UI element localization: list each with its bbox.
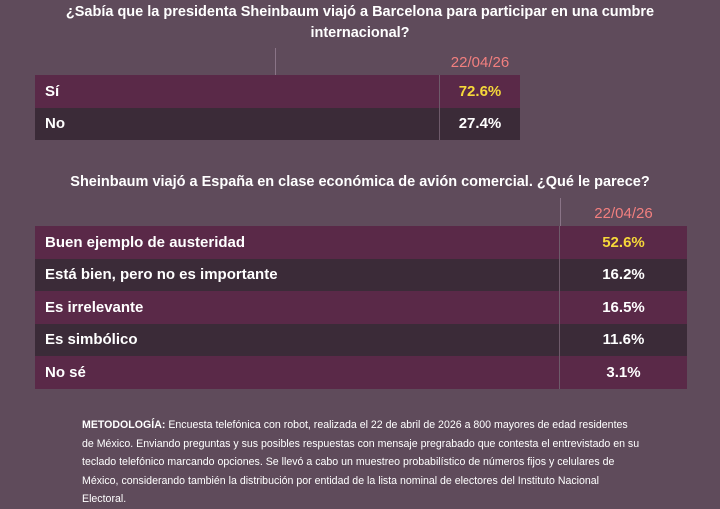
row-value: 72.6% (439, 75, 520, 108)
row-value: 16.2% (559, 258, 687, 291)
row-label: Buen ejemplo de austeridad (45, 233, 246, 251)
row-label: Es irrelevante (45, 298, 144, 316)
table-row: Está bien, pero no es importante 16.2% (35, 258, 687, 291)
header-divider (560, 198, 561, 226)
row-value: 11.6% (559, 323, 687, 356)
table-row: Es simbólico 11.6% (35, 323, 687, 356)
header-divider (275, 48, 276, 75)
row-value: 3.1% (559, 356, 687, 389)
table-row: No sé 3.1% (35, 356, 687, 389)
table-row: No 27.4% (35, 107, 520, 140)
row-value: 52.6% (559, 226, 687, 259)
row-label: Es simbólico (45, 331, 138, 349)
date: 22/04/26 (450, 54, 510, 71)
date: 22/04/26 (594, 205, 653, 222)
table-row: Buen ejemplo de austeridad 52.6% (35, 226, 687, 259)
row-label: Está bien, pero no es importante (45, 266, 278, 284)
table-row: Sí 72.6% (35, 75, 520, 108)
methodology-label: METODOLOGÍA: (82, 419, 166, 431)
question: Sheinbaum viajó a España en clase económ… (70, 174, 650, 190)
page: ¿Sabía que la presidenta Sheinbaum viajó… (35, 4, 687, 505)
row-label: Sí (45, 82, 60, 100)
question: ¿Sabía que la presidenta Sheinbaum viajó… (65, 4, 655, 41)
methodology: METODOLOGÍA: Encuesta telefónica con rob… (82, 416, 642, 509)
row-label: No (45, 115, 65, 133)
row-label: No sé (45, 363, 86, 381)
row-value: 16.5% (559, 291, 687, 324)
row-value: 27.4% (439, 107, 520, 140)
methodology-text: Encuesta telefónica con robot, realizada… (82, 419, 640, 505)
table-row: Es irrelevante 16.5% (35, 291, 687, 324)
